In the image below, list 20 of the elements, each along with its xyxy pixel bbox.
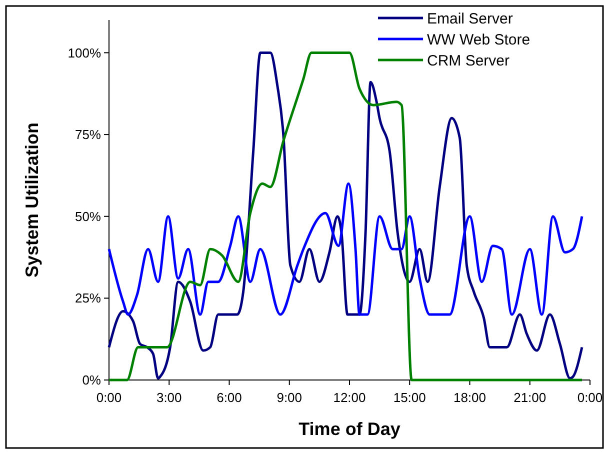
x-tick-label: 3:00 (156, 390, 182, 405)
x-tick-label: 0:00 (96, 390, 122, 405)
y-tick-label: 0% (82, 372, 102, 388)
y-tick-label: 25% (74, 290, 102, 306)
legend-label: CRM Server (427, 52, 510, 70)
x-tick-label: 9:00 (276, 390, 302, 405)
x-axis-title: Time of Day (298, 419, 400, 439)
y-axis-title: System Utilization (22, 122, 42, 278)
legend-label: WW Web Store (427, 31, 530, 48)
y-tick-label: 50% (74, 208, 102, 224)
x-tick-label: 12:00 (333, 390, 366, 405)
x-tick-label: 6:00 (216, 390, 242, 405)
legend-label: Email Server (427, 10, 513, 28)
line-series (108, 182, 584, 316)
x-tick-label: 21:00 (514, 390, 546, 405)
y-tick-label: 75% (74, 127, 102, 142)
x-tick-label: 15:00 (393, 390, 426, 405)
x-tick-label: 18:00 (453, 390, 486, 405)
x-tick-label: 0:00 (577, 390, 603, 405)
y-tick-label: 100% (68, 45, 102, 60)
